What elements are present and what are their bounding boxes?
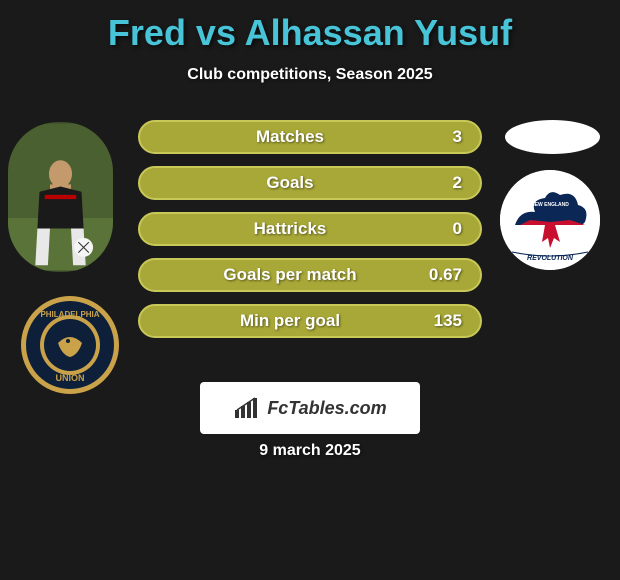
player-photo-left <box>8 122 113 272</box>
stat-row: Goals per match0.67 <box>138 258 482 292</box>
blank-badge-right <box>505 120 600 154</box>
team-logo-right: NEW ENGLAND REVOLUTION <box>500 170 600 270</box>
subtitle: Club competitions, Season 2025 <box>0 66 620 84</box>
branding-text: FcTables.com <box>267 398 386 419</box>
stat-row: Hattricks0 <box>138 212 482 246</box>
svg-text:PHILADELPHIA: PHILADELPHIA <box>40 310 99 319</box>
stats-container: Matches3Goals2Hattricks0Goals per match0… <box>138 120 482 350</box>
svg-text:NEW ENGLAND: NEW ENGLAND <box>531 202 569 208</box>
stat-label: Min per goal <box>158 311 422 331</box>
stat-label: Goals per match <box>158 265 422 285</box>
stat-value: 0.67 <box>422 265 462 285</box>
stat-row: Min per goal135 <box>138 304 482 338</box>
stat-label: Matches <box>158 127 422 147</box>
svg-text:UNION: UNION <box>56 373 85 383</box>
stat-value: 3 <box>422 127 462 147</box>
svg-text:REVOLUTION: REVOLUTION <box>527 255 574 262</box>
stat-row: Goals2 <box>138 166 482 200</box>
stat-label: Hattricks <box>158 219 422 239</box>
date-label: 9 march 2025 <box>0 442 620 460</box>
page-title: Fred vs Alhassan Yusuf <box>0 0 620 54</box>
stat-label: Goals <box>158 173 422 193</box>
branding-badge: FcTables.com <box>200 382 420 434</box>
stat-value: 135 <box>422 311 462 331</box>
stat-value: 0 <box>422 219 462 239</box>
stat-row: Matches3 <box>138 120 482 154</box>
team-logo-left: PHILADELPHIA UNION <box>20 295 120 395</box>
stat-value: 2 <box>422 173 462 193</box>
